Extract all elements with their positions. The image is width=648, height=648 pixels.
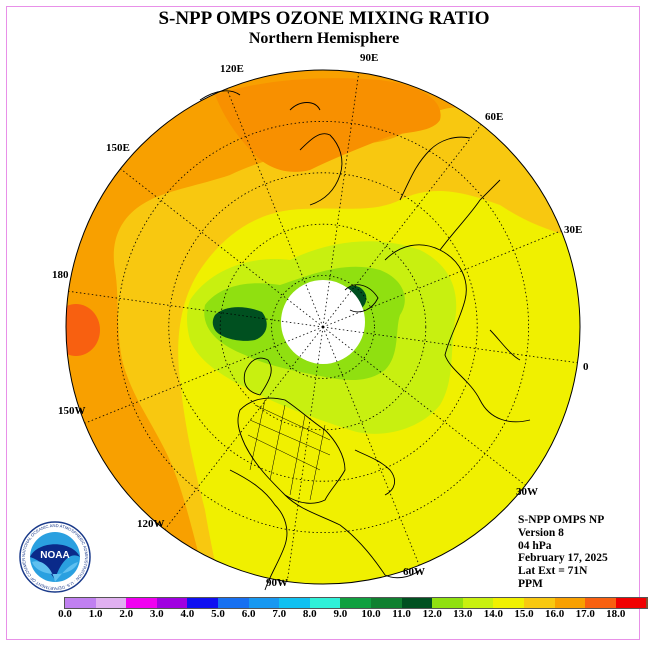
colorbar-swatch [217,598,249,608]
colorbar-tick-label: 18.0 [606,608,626,620]
colorbar-swatch [248,598,280,608]
map-boundary [65,69,581,585]
colorbar-tick-label: 10.0 [361,608,381,620]
colorbar-swatch [432,598,463,608]
colorbar-tick-label: 15.0 [514,608,534,620]
colorbar-tick-label: 7.0 [272,608,287,620]
colorbar-swatch [95,598,127,608]
info-date: February 17, 2025 [518,552,608,565]
colorbar-tick-label: 1.0 [88,608,103,620]
colorbar-tick-label: 2.0 [119,608,134,620]
info-lat-ext: Lat Ext = 71N [518,565,588,578]
colorbar-tick-label: 4.0 [180,608,195,620]
meridian-line [322,72,360,328]
colorbar-tick-label: 17.0 [575,608,595,620]
colorbar-swatch [646,598,648,608]
colorbar-tick-label: 11.0 [392,608,411,620]
field-darkgreen-1 [212,307,267,341]
graticule [68,72,578,582]
info-version: Version 8 [518,526,564,539]
colorbar-tick-label: 5.0 [211,608,225,620]
colorbar-swatch [523,598,555,608]
latitude-circle [116,120,530,534]
colorbar-swatch [309,598,341,608]
lon-label-150e: 150E [106,142,130,154]
colorbar-swatch [65,598,96,608]
colorbar-swatch [187,598,218,608]
lon-label-90e: 90E [360,52,378,64]
meridian-line [322,326,420,566]
info-units: PPM [518,577,543,590]
field-amber [66,70,580,584]
map-subtitle: Northern Hemisphere [248,30,400,47]
colorbar-swatch [554,598,586,608]
lon-label-30e: 30E [564,224,582,236]
noaa-logo: NOAA NATIONAL OCEANIC AND ATMOSPHERIC AD… [18,520,91,593]
colorbar-tick-label: 9.0 [333,608,348,620]
noaa-logo-text: NOAA [40,550,69,561]
colorbar-swatch [156,598,188,608]
colorbar-tick-label: 0.0 [58,608,72,620]
colorbar-swatch [126,598,157,608]
colorbar-tick-label: 12.0 [422,608,442,620]
colorbar-swatch [462,598,494,608]
lon-label-120e: 120E [220,63,244,75]
lon-label-60w: 60W [403,566,425,578]
info-product: S-NPP OMPS NP [518,514,605,526]
latitude-circle [219,223,427,431]
polar-gap [281,280,365,364]
political-lines [247,399,331,501]
meridian-line [322,326,526,486]
colorbar-swatch [615,598,647,608]
meridian-line [322,326,578,364]
field-red-orange [66,304,100,356]
meridian-line [226,88,324,328]
meridian-line [84,326,324,424]
coastlines [199,90,531,591]
colorbar-tick-label: 6.0 [241,608,256,620]
ozone-field [66,70,580,584]
field-orange-2 [215,78,441,172]
colorbar-swatch [401,598,433,608]
colorbar-tick-label: 14.0 [483,608,504,620]
product-info: S-NPP OMPS NP Version 8 04 hPa February … [518,514,608,591]
colorbar-tick-label: 3.0 [149,608,164,620]
colorbar-tick-label: 8.0 [302,608,317,620]
meridian-line [286,326,324,582]
map-title: S-NPP OMPS OZONE MIXING RATIO [158,8,490,29]
lon-label-150w: 150W [58,405,86,417]
longitude-labels: 90E 60E 30E 0 30W 60W 90W 120W 150W 180 … [52,52,589,589]
figure-frame [6,6,640,640]
meridian-line [322,230,562,328]
lon-label-30w: 30W [516,486,538,498]
lon-label-90w: 90W [266,577,288,589]
meridian-line [120,168,324,328]
colorbar-swatch [585,598,616,608]
lon-label-180: 180 [52,269,69,281]
lon-label-60e: 60E [485,111,503,123]
lon-label-120w: 120W [137,518,165,530]
meridian-line [322,124,482,328]
colorbar-tick-label: 16.0 [544,608,565,620]
info-level: 04 hPa [518,539,552,552]
latitude-circle [271,275,375,379]
lon-label-0: 0 [583,361,589,373]
colorbar-swatch [370,598,402,608]
meridian-line [164,326,324,530]
colorbar-swatch [340,598,371,608]
latitude-circle [168,172,478,482]
colorbar-ticks: 0.0 1.0 2.0 3.0 4.0 5.0 6.0 7.0 8.0 9.0 10.0 11.0 12… [50,608,625,622]
meridian-line [68,290,324,328]
colorbar-swatch [493,598,524,608]
colorbar [64,597,648,609]
colorbar-tick-label: 13.0 [453,608,473,620]
colorbar-swatch [279,598,310,608]
